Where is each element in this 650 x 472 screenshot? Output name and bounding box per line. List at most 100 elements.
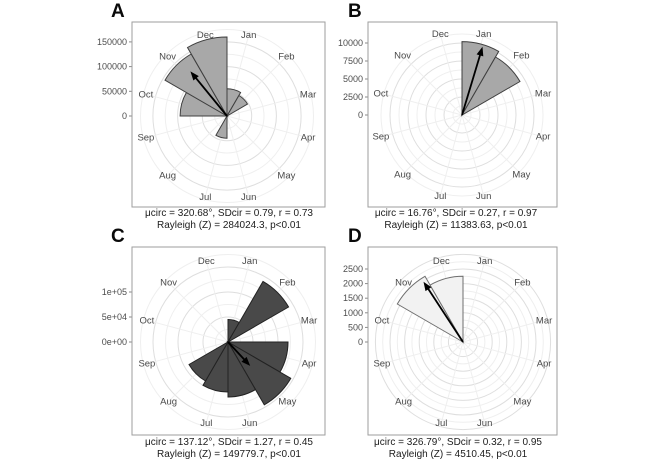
month-label-jun: Jun [476,191,491,202]
grid-ring-major [152,266,304,418]
panel-letter-d: D [348,226,362,247]
grid-spoke [462,318,549,343]
month-label-nov: Nov [160,278,177,289]
arrow-head [476,46,484,57]
grid-spoke [204,256,229,343]
grid-spoke [226,115,290,179]
grid-spoke [438,29,463,116]
grid-spoke [462,341,549,366]
caption-rayleigh-line: Rayleigh (Z) = 11383.63, p<0.01 [384,220,528,231]
month-label-may: May [512,169,530,180]
month-label-oct: Oct [374,88,389,99]
month-label-aug: Aug [394,169,411,180]
radial-tick-label: 2000 [343,279,363,289]
petal-jun [227,340,257,398]
grid-ring-minor [140,254,316,430]
grid-spoke [461,91,548,116]
mean-direction-arrow [461,46,484,116]
month-label-sep: Sep [372,132,389,143]
arrow-shaft [425,285,464,343]
rose-plot-a: 0 50000 100000 150000 Jan Feb Mar Apr May Jun Jul A… [97,21,326,208]
grid-spoke [462,341,487,428]
month-label-jul: Jul [200,418,212,429]
radial-tick-label: 5e+04 [102,312,127,322]
radial-tick-label: 1e+05 [102,287,127,297]
arrow-shaft [461,51,482,116]
month-label-mar: Mar [535,88,551,99]
grid-spoke [142,318,229,343]
month-label-jan: Jan [477,256,492,267]
month-label-nov: Nov [395,278,412,289]
month-label-may: May [278,396,296,407]
month-label-oct: Oct [375,315,390,326]
month-label-apr: Apr [301,133,316,144]
rose-plot-c: 0e+00 5e+04 1e+05 Jan Feb Mar Apr May Jun Jul Aug S… [102,246,326,436]
radial-tick-label: 7500 [343,56,363,66]
month-label-may: May [513,396,531,407]
petal-dec [186,36,228,118]
month-label-mar: Mar [300,89,316,100]
month-label-sep: Sep [373,359,390,370]
grid-spoke [461,114,486,201]
grid-spoke [226,115,313,140]
grid-spoke [377,341,464,366]
month-label-aug: Aug [160,396,177,407]
grid-ring-minor [380,33,544,197]
radial-tick-label: 0 [358,110,363,120]
month-label-nov: Nov [394,51,411,62]
grid-spoke [461,114,548,139]
month-label-feb: Feb [514,278,530,289]
petal-feb [225,94,249,118]
mean-direction-arrow [190,71,228,117]
month-label-oct: Oct [139,89,154,100]
rose-plot-b: 0 2500 5000 7500 10000 Jan Feb Mar Apr May Jun Jul A… [338,21,558,208]
radial-tick-label: 10000 [338,38,363,48]
radial-tick-label: 2500 [343,264,363,274]
caption-rayleigh-line: Rayleigh (Z) = 4510.45, p<0.01 [388,449,528,460]
petal-jul [202,340,229,393]
month-label-jun: Jun [477,418,492,429]
radial-tick-label: 0 [122,111,127,121]
radial-tick-label: 100000 [97,62,127,72]
radial-tick-label: 5000 [343,74,363,84]
month-label-apr: Apr [536,132,551,143]
grid-spoke [142,341,229,366]
panel-caption-c: μcirc = 137.12°, SDcir = 1.27, r = 0.45 … [109,437,349,461]
petal-dec [429,275,464,344]
petal-jul [215,114,228,139]
caption-stats-line: μcirc = 137.12°, SDcir = 1.27, r = 0.45 [145,437,313,448]
radial-tick-label: 1000 [343,308,363,318]
caption-rayleigh-line: Rayleigh (Z) = 284024.3, p<0.01 [157,220,301,231]
caption-rayleigh-line: Rayleigh (Z) = 149779.7, p<0.01 [157,449,301,460]
month-label-jul: Jul [435,418,447,429]
petal-aug [188,340,230,382]
grid-spoke [226,92,313,117]
month-label-nov: Nov [159,52,176,63]
mean-direction-arrow [423,281,464,343]
panel-letter-c: C [111,226,125,247]
month-label-feb: Feb [279,278,295,289]
radial-tick-label: 150000 [97,37,127,47]
grid-spoke [399,52,463,116]
caption-stats-line: μcirc = 320.68°, SDcir = 0.79, r = 0.73 [145,208,313,219]
grid-spoke [399,114,463,178]
month-label-apr: Apr [302,359,317,370]
mean-direction-arrow [227,341,251,366]
arrow-head [241,356,251,366]
panel-caption-b: μcirc = 16.76°, SDcir = 0.27, r = 0.97 R… [336,208,576,232]
grid-spoke [461,114,525,178]
radial-tick-label: 500 [348,322,363,332]
polar-grid [140,29,314,203]
petal-jan [461,41,500,117]
grid-ring-major [389,268,537,416]
caption-stats-line: μcirc = 16.76°, SDcir = 0.27, r = 0.97 [374,208,538,219]
grid-ring-minor [140,29,314,203]
month-label-dec: Dec [432,29,449,40]
month-label-aug: Aug [159,170,176,181]
grid-spoke [377,318,464,343]
petal-nov [396,275,465,344]
radial-tick-label: 50000 [102,86,127,96]
panel-letter-a: A [111,1,125,22]
month-label-dec: Dec [197,30,214,41]
panel-border [367,21,558,208]
